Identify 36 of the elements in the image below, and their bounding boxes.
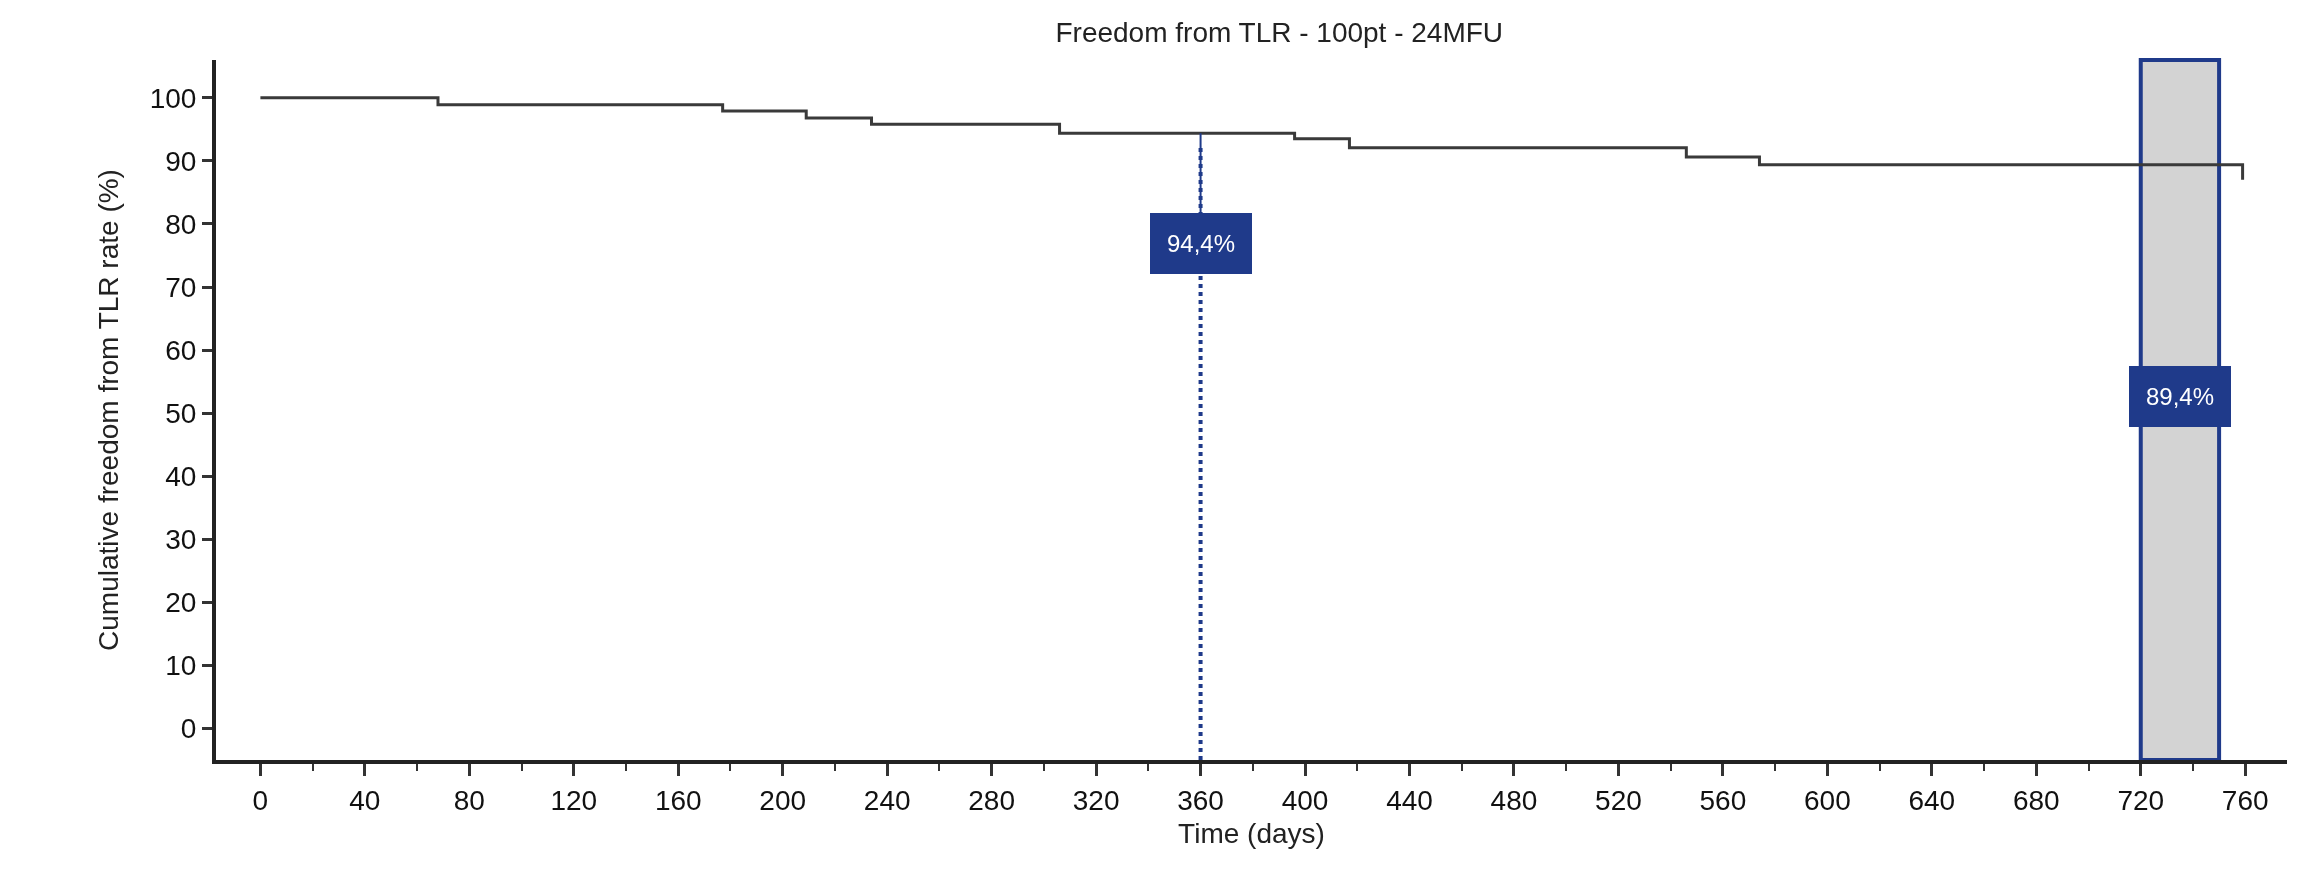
x-tick-label: 440: [1386, 784, 1433, 816]
band-label: 89,4%: [2146, 383, 2215, 410]
y-tick-label: 30: [165, 524, 197, 556]
x-tick-label: 320: [1072, 784, 1120, 816]
y-tick-label: 20: [165, 587, 197, 619]
x-axis-title: Time (days): [1178, 818, 1325, 850]
x-tick-label: 640: [1908, 784, 1956, 816]
x-tick-label: 360: [1177, 784, 1224, 816]
y-tick-label: 100: [149, 82, 197, 114]
x-tick-label: 200: [759, 784, 807, 816]
y-tick-label: 70: [165, 271, 197, 303]
y-tick-label: 50: [165, 397, 197, 429]
x-tick-label: 760: [2221, 784, 2269, 816]
x-tick-label: 680: [2012, 784, 2060, 816]
x-tick-label: 0: [252, 784, 269, 816]
y-tick-label: 80: [165, 208, 197, 240]
x-tick-label: 120: [550, 784, 598, 816]
y-tick-label: 0: [180, 713, 197, 745]
annotation: 94,4%: [1167, 230, 1236, 257]
x-tick-label: 560: [1699, 784, 1747, 816]
x-tick-label: 240: [863, 784, 911, 816]
y-tick-label: 10: [165, 650, 197, 682]
x-tick-label: 400: [1281, 784, 1329, 816]
chart-title: Freedom from TLR - 100pt - 24MFU: [1055, 16, 1504, 48]
x-tick-label: 160: [654, 784, 702, 816]
y-tick-label: 90: [165, 145, 197, 177]
y-tick-label: 60: [165, 334, 197, 366]
y-tick-label: 40: [165, 461, 197, 493]
x-tick-label: 480: [1490, 784, 1538, 816]
x-tick-label: 720: [2117, 784, 2165, 816]
x-tick-label: 80: [453, 784, 485, 816]
y-axis-title: Cumulative freedom from TLR rate (%): [92, 169, 124, 651]
x-tick-label: 600: [1804, 784, 1851, 816]
x-tick-label: 40: [349, 784, 381, 816]
x-tick-label: 280: [968, 784, 1016, 816]
x-tick-label: 520: [1595, 784, 1642, 816]
